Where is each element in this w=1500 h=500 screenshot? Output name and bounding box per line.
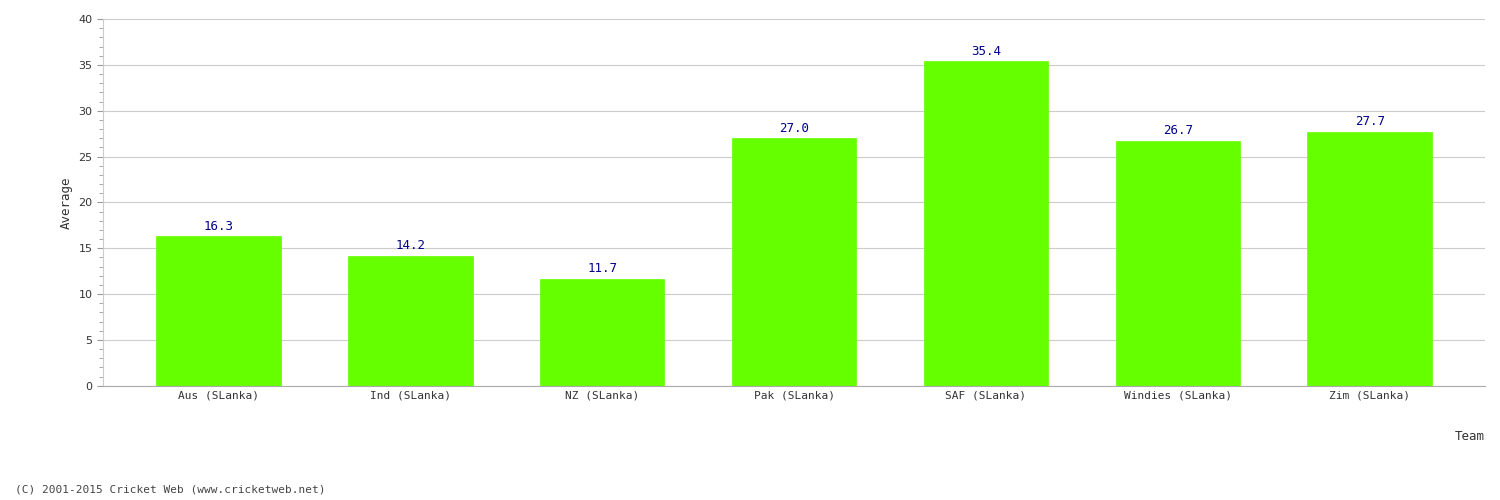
Text: 27.7: 27.7 — [1354, 115, 1384, 128]
Bar — [1308, 132, 1432, 386]
Bar — [1116, 141, 1240, 386]
Text: (C) 2001-2015 Cricket Web (www.cricketweb.net): (C) 2001-2015 Cricket Web (www.cricketwe… — [15, 485, 326, 495]
Text: Team: Team — [1455, 430, 1485, 443]
Bar — [540, 278, 664, 386]
Text: 27.0: 27.0 — [778, 122, 808, 134]
Text: 26.7: 26.7 — [1162, 124, 1192, 138]
Y-axis label: Average: Average — [60, 176, 74, 229]
Text: 35.4: 35.4 — [970, 44, 1000, 58]
Bar — [732, 138, 856, 386]
Text: 11.7: 11.7 — [586, 262, 616, 275]
Text: 16.3: 16.3 — [204, 220, 234, 232]
Bar — [924, 61, 1048, 386]
Text: 14.2: 14.2 — [394, 239, 424, 252]
Bar — [156, 236, 280, 386]
Bar — [348, 256, 472, 386]
